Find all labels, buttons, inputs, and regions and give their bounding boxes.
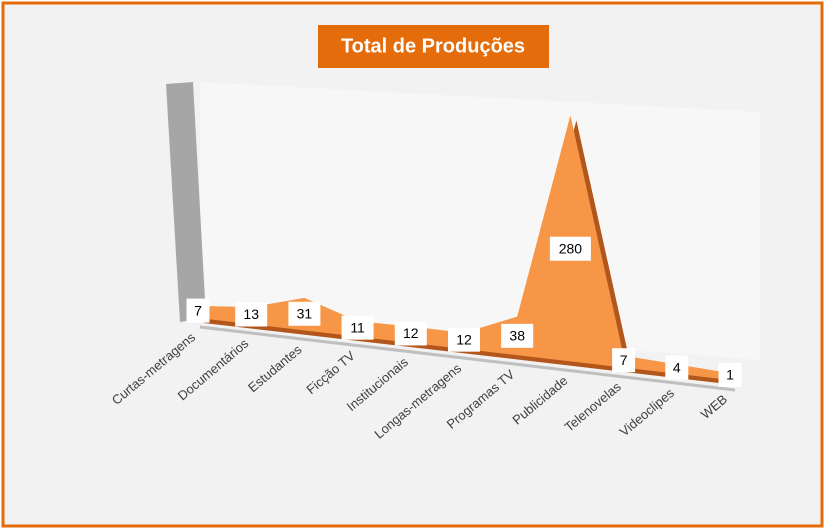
value-label: 38 bbox=[509, 328, 525, 344]
value-label: 31 bbox=[297, 305, 313, 321]
value-label: 1 bbox=[726, 367, 734, 383]
value-label-box bbox=[501, 323, 534, 348]
value-label: 280 bbox=[559, 240, 583, 256]
title-box bbox=[318, 25, 549, 68]
value-label-box bbox=[612, 348, 636, 373]
area bbox=[198, 115, 730, 381]
value-label: 12 bbox=[456, 331, 472, 347]
value-label: 4 bbox=[673, 359, 681, 375]
value-label-box bbox=[718, 362, 742, 387]
value-label-box bbox=[549, 236, 591, 261]
chart-title: Total de Produções bbox=[341, 35, 525, 57]
back-wall bbox=[200, 82, 760, 360]
value-label-box bbox=[186, 298, 210, 323]
value-label: 7 bbox=[620, 352, 628, 368]
value-label-box bbox=[341, 315, 374, 340]
value-label-box bbox=[288, 301, 321, 326]
value-label-box bbox=[394, 321, 427, 346]
value-label-box bbox=[665, 355, 689, 380]
value-label-box bbox=[235, 302, 268, 327]
floor bbox=[199, 325, 736, 392]
value-label: 13 bbox=[243, 306, 259, 322]
value-label-box bbox=[448, 327, 480, 352]
value-label: 11 bbox=[350, 319, 365, 335]
value-label: 12 bbox=[403, 325, 419, 341]
side-wall bbox=[166, 82, 206, 322]
value-label: 7 bbox=[194, 302, 202, 318]
